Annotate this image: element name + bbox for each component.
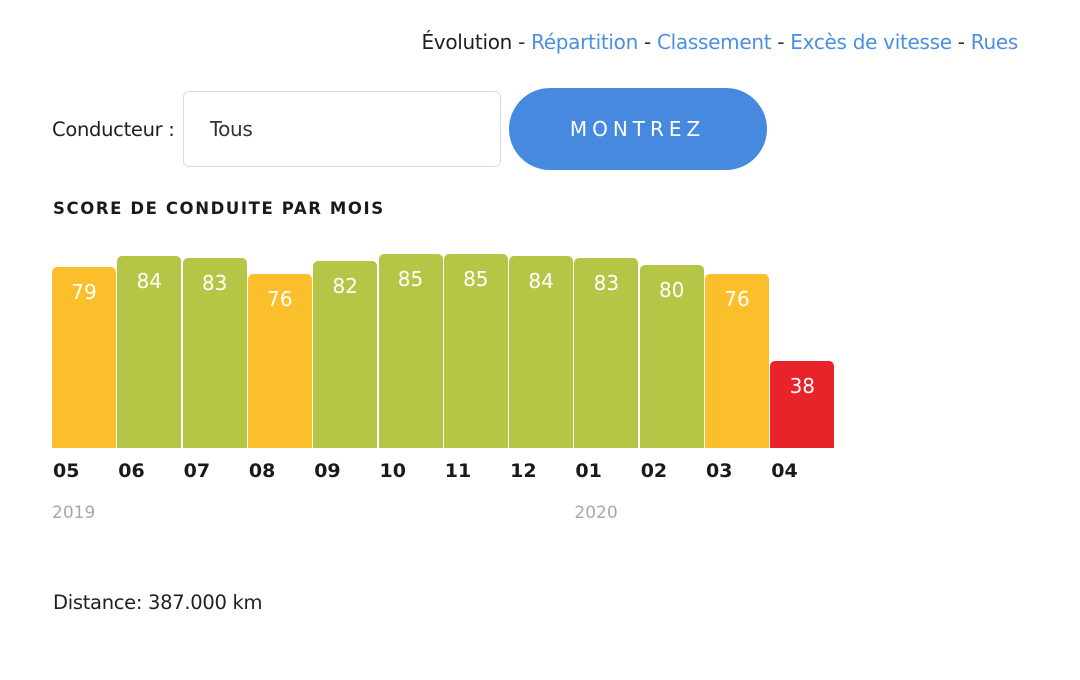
month-label: 06 xyxy=(118,460,145,482)
nav-exces-de-vitesse-link[interactable]: Excès de vitesse xyxy=(790,30,952,54)
month-label: 07 xyxy=(183,460,211,482)
bar-01[interactable]: 83 xyxy=(574,258,639,448)
year-label: 2019 xyxy=(52,503,96,523)
nav-separator: - xyxy=(951,30,971,54)
bar-07[interactable]: 83 xyxy=(182,258,247,448)
bar-06[interactable]: 84 xyxy=(117,256,182,448)
month-label: 02 xyxy=(640,460,668,482)
nav-separator: - xyxy=(637,30,658,54)
bar-02[interactable]: 80 xyxy=(639,265,704,448)
month-label: 10 xyxy=(379,460,406,482)
chart-title: SCORE DE CONDUITE PAR MOIS xyxy=(53,199,385,218)
nav-rues-link[interactable]: Rues xyxy=(970,30,1019,54)
bar-12[interactable]: 84 xyxy=(509,256,574,448)
score-bar-chart: 79 84 83 76 82 85 85 84 83 80 76 38 xyxy=(52,240,852,448)
nav-evolution: Évolution xyxy=(421,30,513,54)
month-label: 04 xyxy=(771,460,798,482)
month-label: 11 xyxy=(444,460,472,482)
month-label: 08 xyxy=(248,460,276,482)
bar-11[interactable]: 85 xyxy=(443,254,508,448)
month-label: 09 xyxy=(314,460,341,482)
nav-repartition-link[interactable]: Répartition xyxy=(531,30,638,54)
month-axis: 05 06 07 08 09 10 11 12 01 02 03 04 xyxy=(52,460,852,490)
nav-separator: - xyxy=(512,30,532,54)
bar-08[interactable]: 76 xyxy=(247,274,312,448)
driver-input[interactable] xyxy=(182,91,501,167)
bar-03[interactable]: 76 xyxy=(705,274,769,448)
driver-filter: Conducteur : MONTREZ xyxy=(52,88,767,170)
nav-separator: - xyxy=(771,30,791,54)
distance-text: Distance: 387.000 km xyxy=(53,591,263,614)
driver-label: Conducteur : xyxy=(52,117,175,141)
bar-05[interactable]: 79 xyxy=(52,267,116,448)
month-label: 01 xyxy=(575,460,602,482)
bar-10[interactable]: 85 xyxy=(378,254,443,448)
month-label: 05 xyxy=(53,460,80,482)
month-label: 12 xyxy=(510,460,537,482)
view-nav: Évolution - Répartition - Classement - E… xyxy=(421,30,1018,54)
bar-09[interactable]: 82 xyxy=(313,261,378,448)
bar-04[interactable]: 38 xyxy=(770,361,835,448)
year-label: 2020 xyxy=(574,503,618,523)
nav-classement-link[interactable]: Classement xyxy=(657,30,772,54)
show-button[interactable]: MONTREZ xyxy=(508,88,767,170)
year-axis: 2019 2020 xyxy=(52,503,852,529)
month-label: 03 xyxy=(706,460,733,482)
